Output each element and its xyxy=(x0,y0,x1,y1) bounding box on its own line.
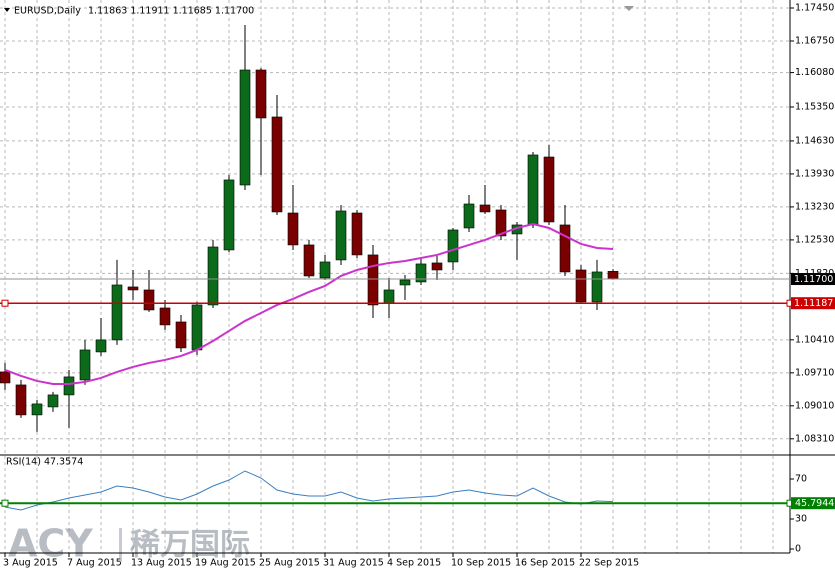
candle-body xyxy=(15,384,27,416)
y-tick-label: 1.12530 xyxy=(795,234,834,245)
y-tick-label: 1.10410 xyxy=(795,334,834,345)
y-tick-label: 70 xyxy=(795,474,807,485)
shift-marker[interactable] xyxy=(624,6,634,11)
candle-body xyxy=(415,263,427,283)
y-tick-label: 1.16750 xyxy=(795,36,834,47)
ohlc-label: 1.11863 1.11911 1.11685 1.11700 xyxy=(88,6,254,17)
level-handle xyxy=(1,499,9,507)
y-tick-label: 1.13230 xyxy=(795,201,834,212)
candle-body xyxy=(287,212,299,246)
x-tick-label: 31 Aug 2015 xyxy=(323,558,384,569)
menu-triangle[interactable] xyxy=(4,8,10,12)
x-tick-label: 16 Sep 2015 xyxy=(515,558,575,569)
candle-body xyxy=(0,371,11,384)
x-tick-label: 3 Aug 2015 xyxy=(3,558,58,569)
symbol-label: EURUSD,Daily xyxy=(14,6,81,17)
y-tick-label: 30 xyxy=(795,514,807,525)
candle-body xyxy=(383,289,395,304)
watermark: ACY 稀万国际 xyxy=(8,522,250,566)
price-level-label: 1.11700 xyxy=(794,274,833,285)
candle-body xyxy=(271,116,283,213)
rsi-line xyxy=(4,470,614,511)
candle-body xyxy=(463,203,475,229)
y-tick-label: 1.13930 xyxy=(795,168,834,179)
candle-body xyxy=(303,244,315,277)
candle-body xyxy=(159,307,171,326)
candle-body xyxy=(447,229,459,263)
y-tick-label: 1.09710 xyxy=(795,367,834,378)
x-tick-label: 25 Aug 2015 xyxy=(259,558,320,569)
x-tick-label: 7 Aug 2015 xyxy=(67,558,122,569)
candle-body xyxy=(479,204,491,213)
x-tick-label: 13 Aug 2015 xyxy=(131,558,192,569)
candle-body xyxy=(223,179,235,251)
overlay: 1.11700 1.11187 45.7944 xyxy=(0,273,835,510)
candle-body xyxy=(143,289,155,311)
candle-body xyxy=(559,224,571,273)
candle-body xyxy=(239,69,251,186)
watermark-divider xyxy=(119,528,122,562)
candle-body xyxy=(255,69,267,119)
candle-body xyxy=(191,304,203,351)
watermark-brand: ACY xyxy=(8,522,93,566)
candle-body xyxy=(351,212,363,256)
candle-body xyxy=(319,261,331,279)
candle-body xyxy=(47,394,59,408)
y-tick-label: 1.17450 xyxy=(795,3,834,14)
x-tick-label: 4 Sep 2015 xyxy=(387,558,441,569)
candle-body xyxy=(431,262,443,271)
x-tick-label: 22 Sep 2015 xyxy=(579,558,639,569)
rsi-title: RSI(14) 47.3574 xyxy=(6,457,83,468)
candle-body xyxy=(111,284,123,341)
x-tick-label: 10 Sep 2015 xyxy=(451,558,511,569)
candle-body xyxy=(591,271,603,303)
price-level-box xyxy=(791,273,835,286)
candle-body xyxy=(95,339,107,353)
y-tick-label: 1.09010 xyxy=(795,400,834,411)
candle-body xyxy=(575,269,587,303)
candle-body xyxy=(495,209,507,237)
candle-body xyxy=(79,349,91,381)
rsi-level-label: 45.7944 xyxy=(795,498,834,509)
y-tick-label: 1.08310 xyxy=(795,433,834,444)
candle-body xyxy=(527,154,539,226)
candle-body xyxy=(335,210,347,261)
x-tick-label: 19 Aug 2015 xyxy=(195,558,256,569)
candle-body xyxy=(399,279,411,286)
moving-average xyxy=(4,222,614,385)
candle-body xyxy=(127,286,139,291)
y-tick-label: 0 xyxy=(795,544,801,555)
y-tick-label: 1.14630 xyxy=(795,135,834,146)
price-level-label: 1.11187 xyxy=(794,298,833,309)
watermark-name: 稀万国际 xyxy=(130,528,250,563)
level-handle xyxy=(1,299,9,307)
candle-body xyxy=(543,156,555,223)
price-level-box xyxy=(791,297,835,310)
candle-body xyxy=(175,321,187,349)
candle-body xyxy=(607,271,619,280)
rsi-level-box xyxy=(791,497,835,510)
y-tick-label: 1.15350 xyxy=(795,101,834,112)
candle-body xyxy=(367,254,379,306)
y-tick-label: 1.16080 xyxy=(795,67,834,78)
candle-body xyxy=(63,376,75,396)
candle-body xyxy=(31,403,43,416)
candle-body xyxy=(207,246,219,306)
